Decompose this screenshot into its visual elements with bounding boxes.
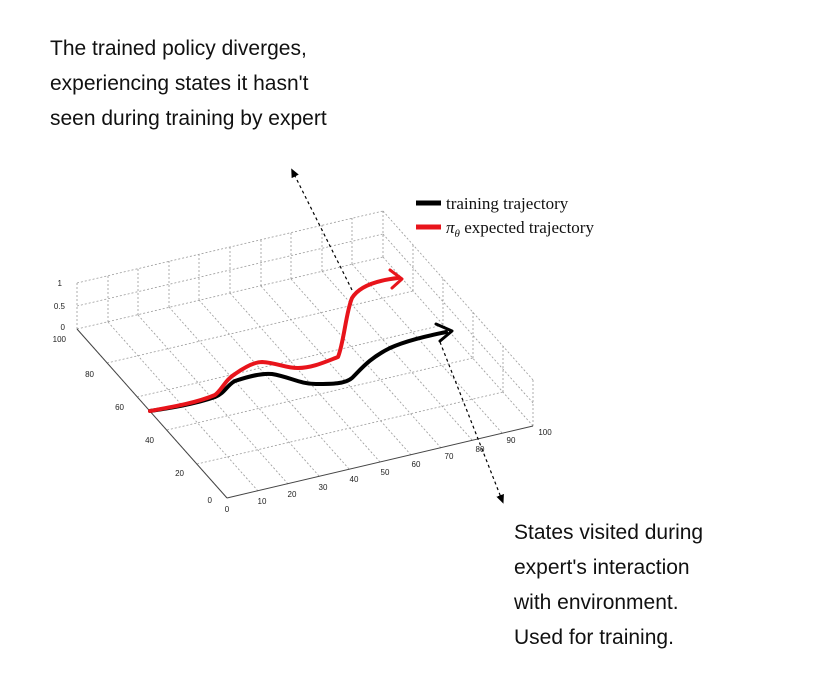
y-axis-ticks: 100 80 60 40 20 0 xyxy=(53,335,213,505)
x-tick-label: 30 xyxy=(319,483,328,492)
legend-theta-subscript: θ xyxy=(455,228,461,240)
y-tick-label: 40 xyxy=(145,436,154,445)
x-tick-label: 90 xyxy=(507,436,516,445)
axes xyxy=(76,328,534,499)
annotation-line: States visited during xyxy=(514,521,704,544)
x-tick-label: 20 xyxy=(288,490,297,499)
training-arrowhead xyxy=(434,322,454,343)
annotation-line: expert's interaction xyxy=(514,556,690,579)
x-tick-label: 70 xyxy=(445,452,454,461)
x-tick-label: 60 xyxy=(412,460,421,469)
legend-expected-text: expected trajectory xyxy=(460,218,595,237)
z-tick-label: 0.5 xyxy=(54,302,66,311)
legend: training trajectory πθ expected trajecto… xyxy=(416,194,594,240)
expert-states-arrow xyxy=(439,341,504,504)
side-wall-grid xyxy=(382,210,534,427)
floor-grid xyxy=(76,263,504,499)
x-axis-ticks: 0 10 20 30 40 50 60 70 80 90 100 xyxy=(225,428,552,514)
legend-pi-symbol: π xyxy=(446,218,455,237)
legend-label-expected: πθ expected trajectory xyxy=(446,218,594,240)
z-tick-label: 0 xyxy=(61,323,66,332)
z-axis-ticks: 1 0.5 0 xyxy=(54,279,66,332)
legend-label-training: training trajectory xyxy=(446,194,569,213)
divergence-arrow xyxy=(291,168,353,291)
annotation-line: experiencing states it hasn't xyxy=(50,72,309,95)
y-tick-label: 20 xyxy=(175,469,184,478)
expected-arrowhead xyxy=(388,268,404,290)
annotation-line: seen during training by expert xyxy=(50,107,327,130)
expert-states-annotation: States visited during expert's interacti… xyxy=(514,515,703,655)
x-tick-label: 0 xyxy=(225,505,230,514)
back-wall-grid xyxy=(76,210,384,330)
annotation-line: The trained policy diverges, xyxy=(50,37,307,60)
expected-trajectory xyxy=(148,276,400,413)
x-tick-label: 50 xyxy=(381,468,390,477)
x-tick-label: 100 xyxy=(538,428,552,437)
annotation-line: with environment. xyxy=(514,591,679,614)
divergence-annotation: The trained policy diverges, experiencin… xyxy=(50,31,327,136)
y-tick-label: 60 xyxy=(115,403,124,412)
y-tick-label: 100 xyxy=(53,335,67,344)
x-tick-label: 40 xyxy=(350,475,359,484)
training-trajectory xyxy=(148,330,448,413)
x-tick-label: 10 xyxy=(258,497,267,506)
annotation-line: Used for training. xyxy=(514,626,674,649)
z-tick-label: 1 xyxy=(58,279,63,288)
y-tick-label: 80 xyxy=(85,370,94,379)
y-tick-label: 0 xyxy=(208,496,213,505)
x-tick-label: 80 xyxy=(476,445,485,454)
